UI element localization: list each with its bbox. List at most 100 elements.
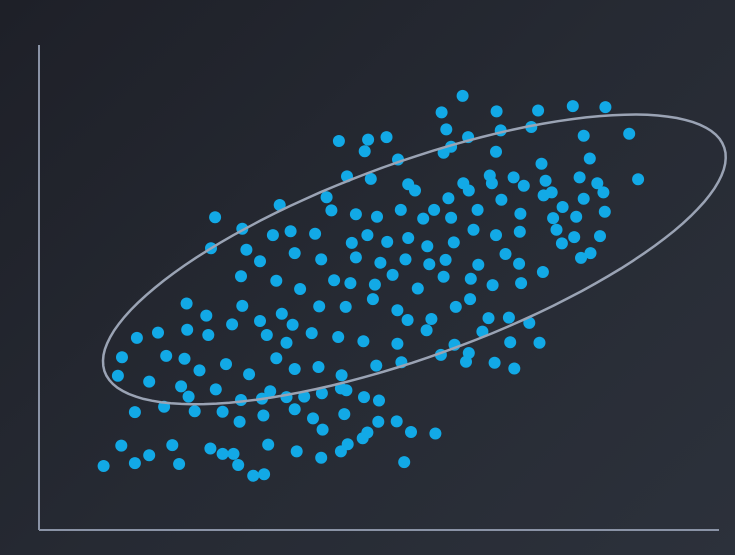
data-point-145	[313, 361, 325, 373]
data-point-185	[166, 439, 178, 451]
data-point-146	[336, 369, 348, 381]
data-point-38	[486, 177, 498, 189]
data-point-15	[359, 145, 371, 157]
data-point-67	[448, 236, 460, 248]
data-point-40	[538, 189, 550, 201]
data-point-6	[440, 123, 452, 135]
data-point-138	[160, 350, 172, 362]
data-point-42	[578, 193, 590, 205]
data-point-104	[200, 310, 212, 322]
data-point-114	[425, 313, 437, 325]
data-point-41	[557, 201, 569, 213]
data-point-101	[487, 279, 499, 291]
data-point-176	[317, 424, 329, 436]
data-point-93	[294, 283, 306, 295]
data-point-20	[536, 158, 548, 170]
data-point-65	[402, 232, 414, 244]
data-point-28	[540, 175, 552, 187]
data-point-71	[551, 224, 563, 236]
data-point-183	[115, 440, 127, 452]
data-point-116	[464, 293, 476, 305]
data-point-166	[358, 391, 370, 403]
data-point-180	[391, 415, 403, 427]
data-point-118	[503, 312, 515, 324]
data-point-124	[261, 329, 273, 341]
data-point-12	[333, 135, 345, 147]
data-point-175	[307, 412, 319, 424]
data-point-182	[429, 428, 441, 440]
data-point-153	[112, 370, 124, 382]
data-point-0	[457, 90, 469, 102]
data-point-2	[491, 105, 503, 117]
data-point-128	[357, 335, 369, 347]
data-point-55	[570, 211, 582, 223]
confidence-ellipse	[103, 115, 726, 405]
data-point-79	[315, 253, 327, 265]
ellipse-layer	[103, 115, 726, 405]
data-point-109	[313, 300, 325, 312]
data-point-19	[490, 146, 502, 158]
data-point-81	[374, 257, 386, 269]
data-point-151	[489, 357, 501, 369]
data-point-147	[370, 360, 382, 372]
data-point-179	[372, 416, 384, 428]
data-point-102	[515, 277, 527, 289]
data-point-34	[321, 191, 333, 203]
data-point-143	[270, 352, 282, 364]
data-point-32	[597, 186, 609, 198]
data-point-187	[217, 448, 229, 460]
data-point-121	[181, 324, 193, 336]
data-point-61	[309, 228, 321, 240]
data-point-84	[440, 254, 452, 266]
data-point-127	[332, 331, 344, 343]
data-point-49	[428, 204, 440, 216]
data-point-142	[243, 368, 255, 380]
data-point-90	[585, 247, 597, 259]
data-point-111	[367, 293, 379, 305]
data-point-82	[400, 253, 412, 265]
data-point-21	[584, 153, 596, 165]
data-point-152	[508, 363, 520, 375]
data-point-85	[472, 259, 484, 271]
data-point-144	[289, 363, 301, 375]
data-point-96	[369, 279, 381, 291]
data-point-105	[236, 300, 248, 312]
data-point-53	[514, 208, 526, 220]
data-point-44	[325, 204, 337, 216]
data-point-50	[445, 212, 457, 224]
data-point-51	[472, 204, 484, 216]
data-point-88	[537, 266, 549, 278]
data-point-77	[254, 255, 266, 267]
data-point-37	[463, 185, 475, 197]
data-point-98	[412, 283, 424, 295]
data-point-5	[599, 101, 611, 113]
data-point-184	[143, 449, 155, 461]
data-point-80	[350, 251, 362, 263]
data-point-56	[599, 206, 611, 218]
data-point-74	[594, 230, 606, 242]
data-point-122	[202, 329, 214, 341]
data-point-100	[465, 273, 477, 285]
data-point-201	[247, 470, 259, 482]
data-point-150	[460, 356, 472, 368]
data-point-94	[328, 274, 340, 286]
data-point-10	[578, 130, 590, 142]
data-point-135	[534, 337, 546, 349]
data-point-83	[423, 258, 435, 270]
data-point-60	[285, 225, 297, 237]
data-point-195	[398, 456, 410, 468]
data-point-198	[173, 458, 185, 470]
data-point-78	[289, 247, 301, 259]
data-point-167	[373, 395, 385, 407]
data-point-73	[568, 231, 580, 243]
data-point-52	[495, 194, 507, 206]
data-point-110	[340, 301, 352, 313]
data-point-108	[287, 319, 299, 331]
data-point-54	[547, 212, 559, 224]
data-point-120	[152, 327, 164, 339]
data-point-57	[209, 211, 221, 223]
data-point-62	[346, 237, 358, 249]
data-point-4	[567, 100, 579, 112]
data-point-59	[267, 229, 279, 241]
